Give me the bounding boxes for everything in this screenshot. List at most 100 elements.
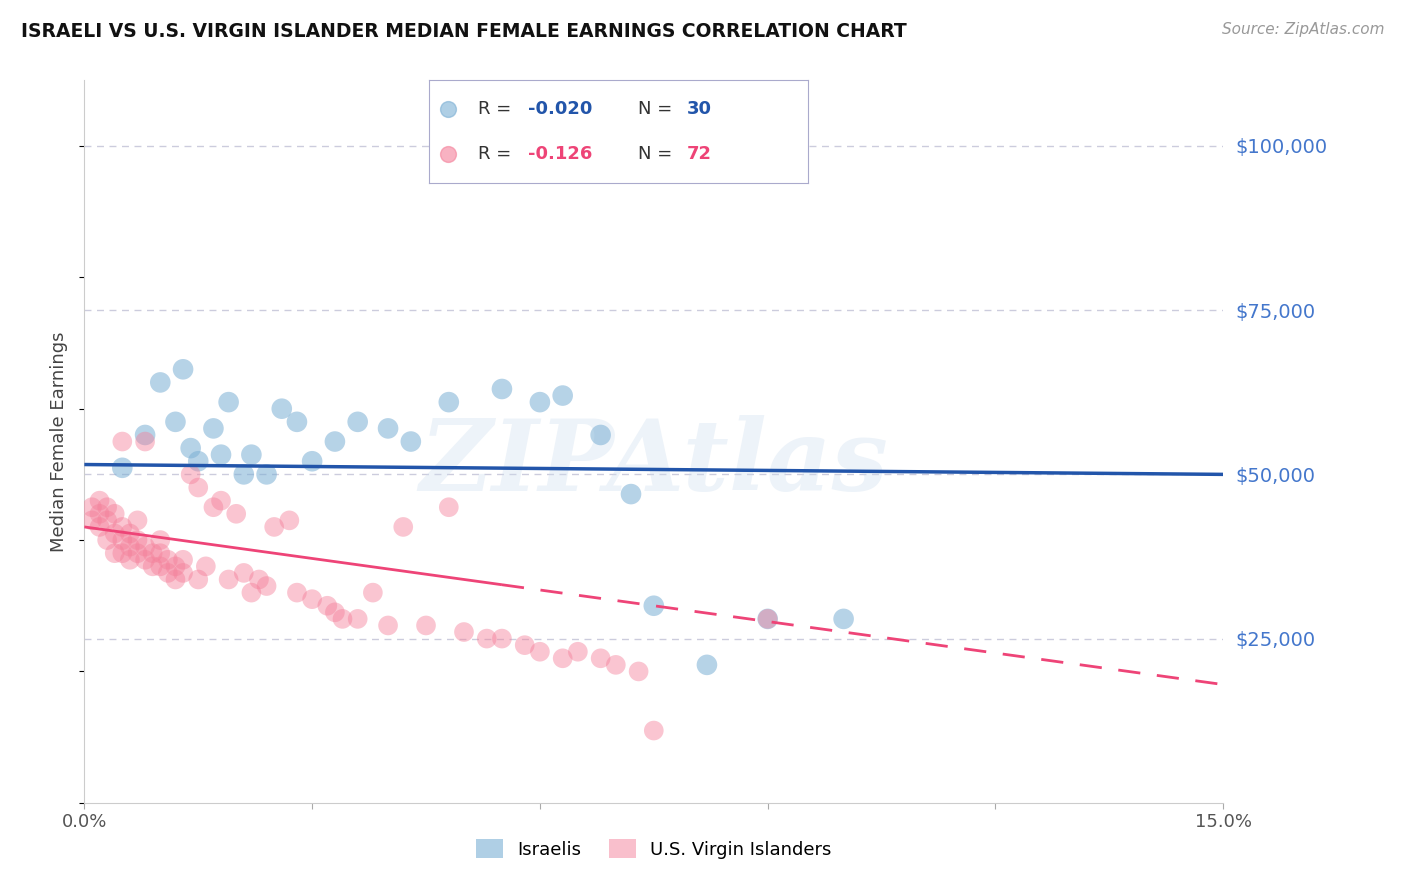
Point: [111, 520, 134, 534]
Point: [172, 566, 194, 580]
Point: [180, 441, 202, 455]
Point: [529, 395, 551, 409]
Point: [89, 507, 111, 521]
Point: [513, 638, 536, 652]
Point: [232, 566, 254, 580]
Point: [142, 546, 165, 560]
Point: [627, 665, 650, 679]
Point: [323, 434, 346, 449]
Point: [551, 651, 574, 665]
Point: [491, 382, 513, 396]
Text: ISRAELI VS U.S. VIRGIN ISLANDER MEDIAN FEMALE EARNINGS CORRELATION CHART: ISRAELI VS U.S. VIRGIN ISLANDER MEDIAN F…: [21, 22, 907, 41]
Point: [111, 434, 134, 449]
Point: [491, 632, 513, 646]
Point: [165, 559, 187, 574]
Point: [240, 448, 263, 462]
Point: [415, 618, 437, 632]
Point: [149, 546, 172, 560]
Point: [202, 421, 225, 435]
Point: [134, 434, 156, 449]
Point: [605, 657, 627, 672]
Point: [437, 500, 460, 515]
Point: [149, 376, 172, 390]
Point: [529, 645, 551, 659]
Point: [134, 553, 156, 567]
Point: [209, 493, 232, 508]
Point: [247, 573, 270, 587]
Y-axis label: Median Female Earnings: Median Female Earnings: [51, 331, 69, 552]
Legend: Israelis, U.S. Virgin Islanders: Israelis, U.S. Virgin Islanders: [477, 839, 831, 859]
Point: [134, 540, 156, 554]
Point: [589, 428, 612, 442]
Point: [437, 395, 460, 409]
Point: [187, 481, 209, 495]
Point: [399, 434, 422, 449]
Point: [551, 388, 574, 402]
Point: [80, 500, 103, 515]
Point: [232, 467, 254, 482]
Text: N =: N =: [638, 100, 678, 118]
Point: [643, 723, 665, 738]
Point: [187, 573, 209, 587]
Point: [118, 553, 141, 567]
Point: [134, 428, 156, 442]
Point: [165, 415, 187, 429]
Text: R =: R =: [478, 145, 523, 163]
Point: [270, 401, 292, 416]
Point: [301, 454, 323, 468]
Point: [346, 612, 368, 626]
Point: [218, 395, 240, 409]
Point: [278, 513, 301, 527]
Point: [696, 657, 718, 672]
Text: 30: 30: [688, 100, 711, 118]
Point: [149, 559, 172, 574]
Text: Source: ZipAtlas.com: Source: ZipAtlas.com: [1222, 22, 1385, 37]
Point: [104, 507, 127, 521]
Point: [209, 448, 232, 462]
Point: [436, 147, 458, 161]
Point: [346, 415, 368, 429]
Point: [127, 533, 149, 547]
Point: [756, 612, 779, 626]
Point: [256, 467, 278, 482]
Point: [263, 520, 285, 534]
Point: [89, 493, 111, 508]
Point: [643, 599, 665, 613]
Point: [316, 599, 339, 613]
Point: [127, 513, 149, 527]
Point: [225, 507, 247, 521]
Point: [127, 546, 149, 560]
Point: [392, 520, 415, 534]
Point: [111, 546, 134, 560]
Point: [96, 500, 118, 515]
Point: [567, 645, 589, 659]
Point: [118, 540, 141, 554]
Point: [377, 421, 399, 435]
Point: [240, 585, 263, 599]
Point: [180, 467, 202, 482]
Point: [96, 513, 118, 527]
Point: [104, 546, 127, 560]
Point: [202, 500, 225, 515]
Point: [142, 559, 165, 574]
Point: [361, 585, 384, 599]
Point: [149, 533, 172, 547]
Text: ZIPAtlas: ZIPAtlas: [419, 415, 889, 511]
Point: [172, 362, 194, 376]
Point: [218, 573, 240, 587]
Point: [80, 513, 103, 527]
Text: N =: N =: [638, 145, 678, 163]
Point: [301, 592, 323, 607]
Point: [104, 526, 127, 541]
Point: [89, 520, 111, 534]
Point: [156, 553, 179, 567]
Point: [156, 566, 179, 580]
Point: [111, 533, 134, 547]
Point: [475, 632, 498, 646]
Point: [756, 612, 779, 626]
Point: [323, 605, 346, 619]
Text: R =: R =: [478, 100, 517, 118]
Point: [332, 612, 354, 626]
Point: [172, 553, 194, 567]
Point: [285, 585, 308, 599]
